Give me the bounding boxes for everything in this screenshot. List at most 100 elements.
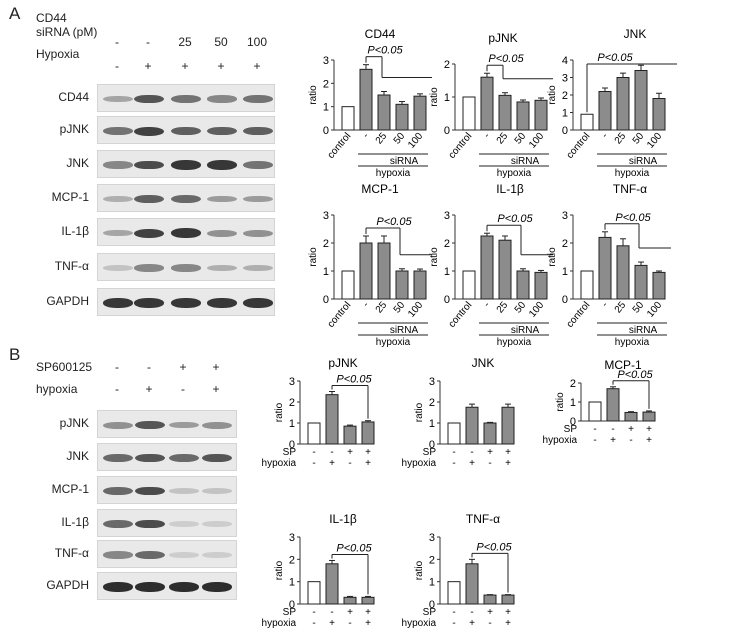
chart-3-xtick-label-1: - <box>361 300 372 310</box>
chart-7-sp-sign-0: - <box>452 447 455 458</box>
panel-a-band-1-4 <box>243 126 273 136</box>
chart-5-xtick-label-4: 100 <box>645 300 664 320</box>
panel-a-band-2-0 <box>103 161 133 169</box>
chart-4-bar-4 <box>534 271 548 300</box>
chart-3-bar-2 <box>377 242 391 300</box>
chart-7-sp-sign-2: + <box>487 447 493 458</box>
chart-9-hyp-sign-0: - <box>312 618 315 629</box>
chart-5-bar-2 <box>616 245 630 300</box>
hypoxia-sign-3: + <box>217 59 225 73</box>
panel-a-band-3-0 <box>103 195 133 203</box>
chart-6-bar-0 <box>307 422 321 445</box>
chart-0-ytick-label-0: 0 <box>323 125 329 137</box>
chart-1-ytick-label-2: 2 <box>444 59 450 71</box>
panel-b-band-3-1 <box>135 519 165 529</box>
panel-letter-b: B <box>9 345 21 364</box>
hypoxia-b-sign-0: - <box>115 382 119 396</box>
chart-9-sp-sign-2: + <box>347 607 353 618</box>
chart-7-bar-1 <box>465 406 479 445</box>
panel-a-band-0-2 <box>171 95 201 103</box>
chart-2-xtick-label-0: control <box>565 131 593 161</box>
chart-0-xtick-label-1: - <box>361 131 372 141</box>
chart-4-bar-3 <box>516 270 530 300</box>
chart-4-xtick-label-1: - <box>482 300 493 310</box>
chart-8-bar-3 <box>642 411 656 422</box>
hypoxia-sign-2: + <box>181 59 189 73</box>
chart-6-ytick-label-0: 0 <box>289 439 295 451</box>
chart-1-bar-4 <box>534 99 548 131</box>
panel-a-band-2-1 <box>134 160 164 170</box>
panel-b-band-4-3 <box>202 552 232 558</box>
sirna-sign-3: 50 <box>214 35 228 49</box>
hypoxia-sign-1: + <box>144 59 152 73</box>
chart-1-sig-label: P<0.05 <box>488 53 524 65</box>
sp600125-sign-3: + <box>212 360 220 374</box>
panel-a-band-2-2 <box>171 160 201 170</box>
chart-9-row-label-sp: SP <box>283 607 297 618</box>
chart-6-sp-sign-3: + <box>365 447 371 458</box>
chart-9-row-label-hypoxia: hypoxia <box>262 618 297 629</box>
chart-10-hyp-sign-3: + <box>505 618 511 629</box>
panel-b-band-0-2 <box>169 421 199 429</box>
panel-b-band-1-3 <box>202 453 232 463</box>
panel-b-band-4-1 <box>135 551 165 559</box>
panel-a-band-6-1 <box>134 298 164 308</box>
chart-5-ytick-label-3: 3 <box>562 210 568 222</box>
chart-1-bar-0 <box>462 96 476 131</box>
chart-9-hyp-sign-2: - <box>348 618 351 629</box>
panel-b-band-2-2 <box>169 488 199 494</box>
panel-a-band-4-3 <box>207 229 237 237</box>
chart-3-title: MCP-1 <box>361 182 399 196</box>
chart-0-group-label-sirna: siRNA <box>390 156 419 167</box>
chart-2-bar-0 <box>580 113 594 131</box>
panel-b-blot-strip-5 <box>97 572 237 600</box>
chart-7-bar-2 <box>483 422 497 445</box>
chart-1-xtick-label-0: control <box>447 131 475 161</box>
panel-a-band-4-1 <box>134 228 164 238</box>
condition-label-hypoxia-b: hypoxia <box>36 382 78 396</box>
hypoxia-b-sign-3: + <box>212 382 220 396</box>
chart-6-sp-sign-0: - <box>312 447 315 458</box>
chart-3-xtick-label-2: 25 <box>374 300 390 316</box>
panel-b-blot-label-4: TNF-α <box>54 546 89 560</box>
panel-a-band-3-4 <box>243 195 273 203</box>
chart-7-hyp-sign-3: + <box>505 458 511 469</box>
chart-2-group-label-hypoxia: hypoxia <box>615 168 650 179</box>
panel-b-band-3-0 <box>103 520 133 528</box>
panel-b-blot-label-2: MCP-1 <box>51 482 89 496</box>
chart-10-ytick-label-1: 1 <box>429 577 435 589</box>
panel-a-blot-strip-6 <box>97 288 275 316</box>
chart-8-hyp-sign-2: - <box>629 435 632 446</box>
chart-1-ytick-label-0: 0 <box>444 125 450 137</box>
sp600125-sign-2: + <box>179 360 187 374</box>
chart-8-ytick-label-0: 0 <box>570 416 576 428</box>
chart-4-ylabel: ratio <box>429 247 440 267</box>
chart-3-sig-label: P<0.05 <box>376 216 412 228</box>
chart-5-bar-0 <box>580 270 594 300</box>
chart-8-hyp-sign-1: + <box>610 435 616 446</box>
chart-6-sig-label: P<0.05 <box>336 374 372 386</box>
panel-a-band-5-0 <box>103 265 133 271</box>
panel-b-band-3-3 <box>202 521 232 527</box>
chart-5-title: TNF-α <box>613 182 647 196</box>
chart-2-title: JNK <box>624 27 647 41</box>
chart-1-bar-3 <box>516 101 530 131</box>
panel-b-blot-label-0: pJNK <box>59 416 89 430</box>
condition-label-sirna: siRNA (pM) <box>36 25 98 39</box>
chart-7-sp-sign-1: - <box>470 447 473 458</box>
condition-label-sp600125: SP600125 <box>36 360 93 374</box>
chart-0-bar-2 <box>377 94 391 131</box>
panel-letter-a: A <box>9 4 21 23</box>
chart-10-title: TNF-α <box>466 512 500 526</box>
chart-8-sp-sign-2: + <box>628 424 634 435</box>
panel-a-band-3-2 <box>171 195 201 203</box>
chart-7-ytick-label-0: 0 <box>429 439 435 451</box>
chart-0-bar-4 <box>413 95 427 131</box>
chart-9-bar-3 <box>361 596 375 605</box>
chart-4-ytick-label-3: 3 <box>444 210 450 222</box>
chart-8-title: MCP-1 <box>604 358 642 372</box>
panel-a-band-3-1 <box>134 194 164 204</box>
chart-10-hyp-sign-0: - <box>452 618 455 629</box>
chart-6-sp-sign-1: - <box>330 447 333 458</box>
chart-3-bar-0 <box>341 270 355 300</box>
